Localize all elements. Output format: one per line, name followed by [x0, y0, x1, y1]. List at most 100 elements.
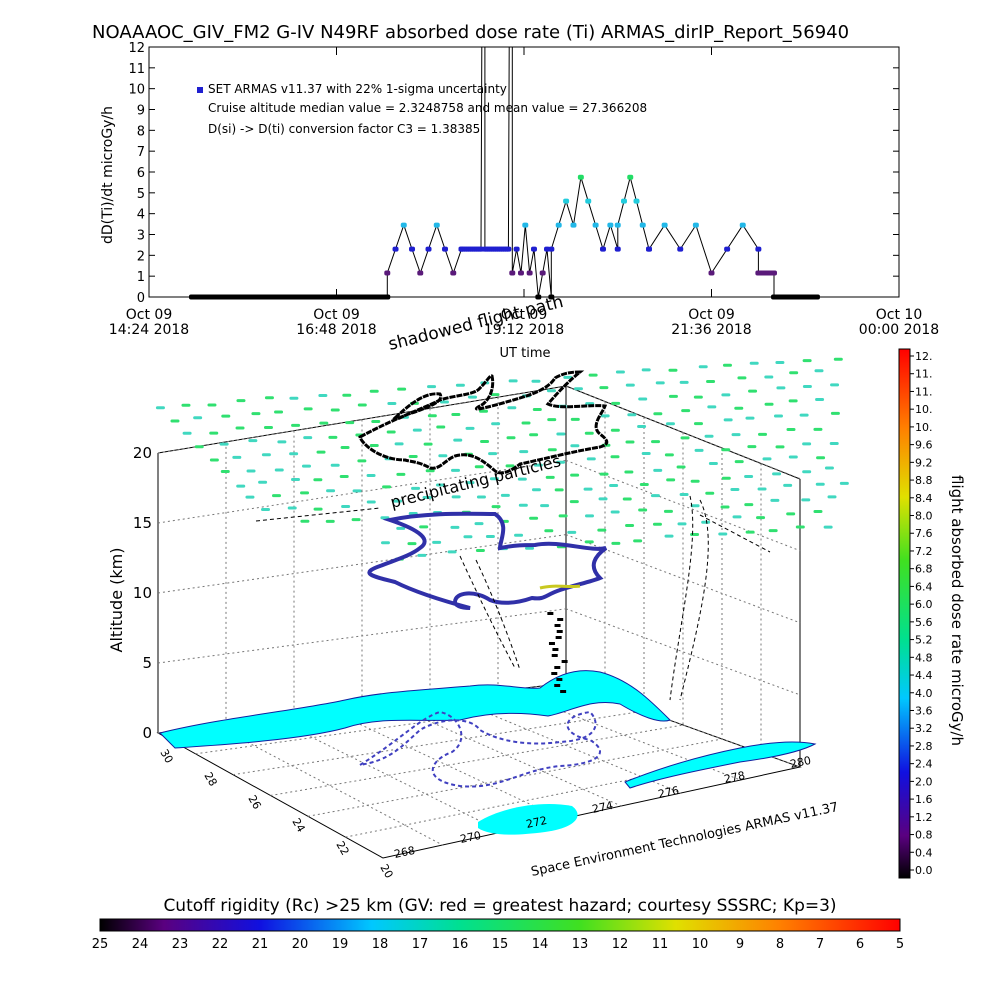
particle-mark: [720, 505, 730, 509]
particle-mark: [432, 540, 442, 544]
particle-mark: [829, 441, 839, 445]
particle-mark: [474, 465, 484, 469]
particle-mark: [693, 395, 703, 399]
particle-mark: [387, 402, 397, 406]
latitude-tick-label: 26: [245, 793, 263, 812]
rigidity-tick-label: 14: [532, 937, 549, 952]
colorbar-tick-label: 8.4: [915, 492, 933, 505]
particle-mark: [707, 405, 717, 409]
page-title: NOAAAOC_GIV_FM2 G-IV N49RF absorbed dose…: [92, 22, 850, 43]
particle-mark: [525, 546, 535, 550]
particle-mark: [291, 423, 301, 427]
particle-mark: [734, 406, 744, 410]
colorbar-gradient: [898, 348, 911, 879]
particle-mark: [795, 525, 805, 529]
particle-mark: [666, 478, 676, 482]
colorbar-tick-label: 6.0: [915, 598, 933, 611]
particle-mark: [352, 489, 362, 493]
rigidity-tick-label: 6: [856, 937, 864, 952]
particle-mark: [690, 479, 700, 483]
y-tick-label: 8: [137, 124, 145, 139]
particle-mark: [396, 526, 406, 530]
rigidity-tick-label: 10: [692, 937, 709, 952]
particle-mark: [277, 440, 287, 444]
data-point: [627, 174, 634, 180]
data-point: [450, 270, 457, 276]
particle-mark: [690, 533, 700, 537]
particle-mark: [544, 529, 554, 533]
particle-mark: [734, 460, 744, 464]
particle-mark: [491, 505, 501, 509]
descent-point: [548, 642, 555, 645]
latitude-tick-label: 28: [201, 770, 219, 789]
particle-mark: [357, 459, 367, 463]
particle-mark: [706, 380, 716, 384]
particle-mark: [479, 409, 489, 413]
data-point: [384, 270, 391, 276]
x-tick-label-date: Oct 09: [126, 307, 172, 323]
particle-mark: [386, 430, 396, 434]
particle-mark: [326, 489, 336, 493]
x-tick-label-time: 19:12 2018: [484, 322, 564, 338]
particle-mark: [547, 418, 557, 422]
grid-line-floor: [332, 711, 562, 820]
particle-mark: [615, 370, 625, 374]
particle-mark: [436, 425, 446, 429]
particle-mark: [722, 363, 732, 367]
particle-mark: [744, 475, 754, 479]
particle-mark: [155, 406, 165, 410]
particle-mark: [485, 535, 495, 539]
x-tick-label-time: 16:48 2018: [296, 322, 376, 338]
particle-mark: [474, 522, 484, 526]
colorbar-tick-label: 11.: [915, 368, 933, 381]
rigidity-tick-label: 16: [452, 937, 469, 952]
particle-mark: [638, 508, 648, 512]
rigidity-tick-label: 11: [652, 937, 669, 952]
particle-mark: [287, 506, 297, 510]
particle-mark: [757, 487, 767, 491]
particle-mark: [181, 403, 191, 407]
data-point: [535, 294, 542, 300]
colorbar-tick-label: 7.2: [915, 545, 933, 558]
particle-mark: [641, 452, 651, 456]
particle-mark: [318, 393, 328, 397]
grid-line-altitude-right: [565, 385, 801, 480]
rigidity-title: Cutoff rigidity (Rc) >25 km (GV: red = g…: [163, 896, 837, 916]
z-axis-label: Altitude (km): [107, 548, 126, 653]
data-point: [692, 222, 699, 228]
particle-mark: [436, 483, 446, 487]
particle-mark: [625, 440, 635, 444]
particle-mark: [789, 371, 799, 375]
data-point: [425, 246, 432, 252]
data-point: [409, 246, 416, 252]
particle-mark: [664, 453, 674, 457]
data-point: [708, 270, 715, 276]
legend-conversion-text: D(si) -> D(ti) conversion factor C3 = 1.…: [208, 122, 480, 136]
particle-mark: [263, 425, 273, 429]
particle-mark: [438, 454, 448, 458]
colorbar-tick-label: 4.4: [915, 669, 933, 682]
grid-line-altitude-left: [157, 534, 567, 594]
colorbar-tick-label: 6.4: [915, 580, 933, 593]
particle-mark: [611, 401, 621, 405]
particle-mark: [529, 433, 539, 437]
data-point: [400, 222, 407, 228]
x-tick-label-time: 00:00 2018: [859, 322, 939, 338]
altitude-tick-label: 15: [133, 514, 152, 532]
data-point: [599, 246, 606, 252]
particle-mark: [747, 445, 757, 449]
particle-mark: [586, 457, 596, 461]
data-point: [621, 198, 627, 204]
particle-mark: [600, 414, 610, 418]
rigidity-tick-label: 24: [132, 937, 149, 952]
data-point: [517, 270, 524, 276]
precipitating-particles-cloud: [155, 357, 849, 561]
particle-mark: [652, 522, 662, 526]
rigidity-tick-label: 20: [292, 937, 309, 952]
particle-mark: [232, 455, 242, 459]
particle-mark: [274, 410, 284, 414]
particle-mark: [704, 434, 714, 438]
particle-mark: [261, 453, 271, 457]
